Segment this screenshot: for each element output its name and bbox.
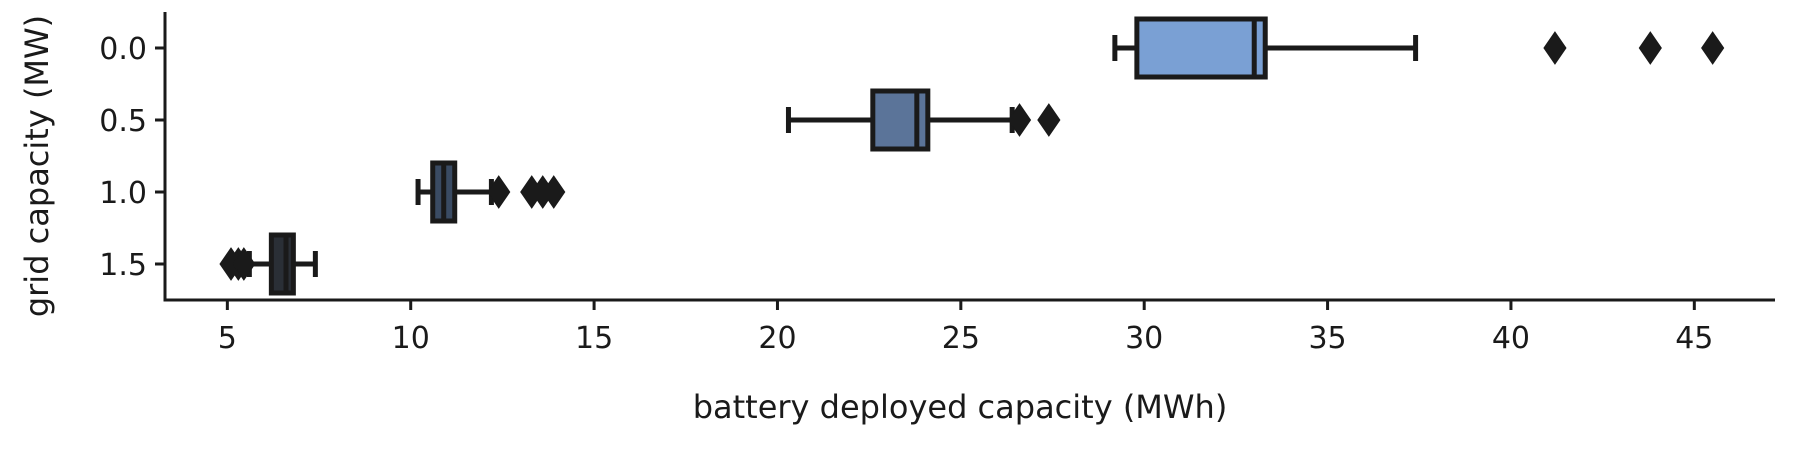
x-tick-label: 20 <box>758 321 796 356</box>
box-iqr <box>268 232 296 296</box>
y-tick-label: 0.0 <box>99 32 147 67</box>
axes <box>163 12 1775 302</box>
y-tick-label: 1.0 <box>99 176 147 211</box>
outlier-point <box>1638 31 1662 65</box>
y-tick-label: 0.5 <box>99 104 147 139</box>
x-tick-label: 30 <box>1125 321 1163 356</box>
outlier-point <box>1543 31 1567 65</box>
outlier-point <box>1037 103 1061 137</box>
box-group-1.5 <box>219 232 318 296</box>
box-iqr <box>870 88 931 152</box>
x-tick-label: 45 <box>1675 321 1713 356</box>
box-group-0.5 <box>785 88 1061 152</box>
plot-area <box>219 16 1725 296</box>
x-tick-label: 25 <box>942 321 980 356</box>
y-ticks: 0.0 0.5 1.0 1.5 <box>99 32 165 283</box>
box-group-1.0 <box>415 160 566 224</box>
x-tick-label: 10 <box>392 321 430 356</box>
outlier-point <box>1701 31 1725 65</box>
x-tick-label: 15 <box>575 321 613 356</box>
y-tick-label: 1.5 <box>99 248 147 283</box>
x-tick-label: 40 <box>1492 321 1530 356</box>
outlier-point <box>542 175 566 209</box>
outlier-point <box>487 175 511 209</box>
x-axis-label: battery deployed capacity (MWh) <box>693 388 1228 426</box>
x-ticks: 5 10 15 20 25 30 35 40 45 <box>218 300 1713 356</box>
x-tick-label: 5 <box>218 321 237 356</box>
box-iqr <box>1134 16 1268 80</box>
box-group-0.0 <box>1112 16 1725 80</box>
outlier-point <box>1007 103 1032 137</box>
x-tick-label: 35 <box>1308 321 1346 356</box>
y-axis-label: grid capacity (MW) <box>18 15 56 317</box>
outlier-point <box>232 247 256 281</box>
